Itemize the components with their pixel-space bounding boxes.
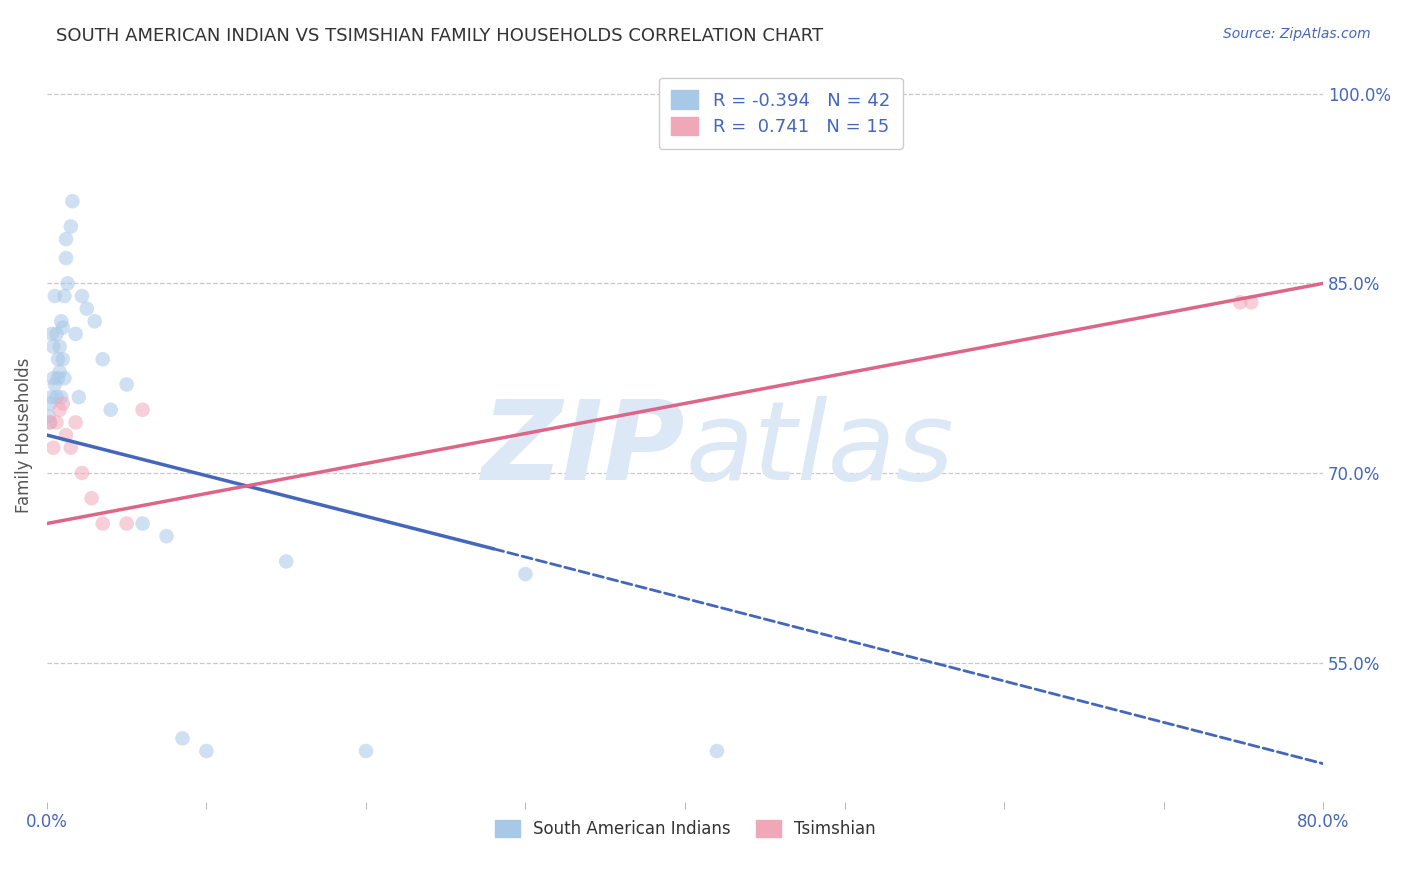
Point [41, 326, 63, 341]
Point [100, 402, 122, 417]
Text: SOUTH AMERICAN INDIAN VS TSIMSHIAN FAMILY HOUSEHOLDS CORRELATION CHART: SOUTH AMERICAN INDIAN VS TSIMSHIAN FAMIL… [56, 27, 824, 45]
Point [45, 416, 67, 430]
Point [91, 516, 114, 531]
Point [195, 744, 218, 758]
Point [44, 377, 66, 392]
Point [51, 314, 73, 328]
Point [131, 516, 153, 531]
Point [55, 428, 77, 442]
Point [45, 326, 67, 341]
Point [62, 194, 84, 209]
Y-axis label: Family Households: Family Households [15, 358, 32, 513]
Point [39, 416, 62, 430]
Point [70, 289, 93, 303]
Point [1229, 295, 1251, 310]
Point [37, 409, 59, 423]
Point [52, 396, 75, 410]
Point [115, 516, 138, 531]
Point [515, 567, 537, 582]
Point [83, 314, 105, 328]
Point [155, 529, 177, 543]
Point [276, 554, 298, 568]
Text: atlas: atlas [685, 396, 953, 503]
Point [59, 219, 82, 234]
Point [131, 402, 153, 417]
Point [53, 371, 76, 385]
Point [51, 390, 73, 404]
Point [55, 251, 77, 265]
Point [52, 352, 75, 367]
Point [65, 326, 87, 341]
Point [48, 365, 70, 379]
Point [70, 466, 93, 480]
Point [39, 416, 62, 430]
Point [59, 441, 82, 455]
Point [52, 320, 75, 334]
Point [354, 744, 377, 758]
Point [80, 491, 103, 506]
Point [39, 396, 62, 410]
Point [53, 289, 76, 303]
Point [706, 744, 728, 758]
Text: Source: ZipAtlas.com: Source: ZipAtlas.com [1223, 27, 1371, 41]
Point [46, 352, 69, 367]
Point [1240, 295, 1263, 310]
Point [42, 340, 65, 354]
Point [65, 416, 87, 430]
Point [67, 390, 90, 404]
Point [56, 277, 79, 291]
Point [42, 441, 65, 455]
Point [115, 377, 138, 392]
Point [48, 402, 70, 417]
Point [44, 289, 66, 303]
Point [46, 371, 69, 385]
Point [91, 352, 114, 367]
Text: ZIP: ZIP [481, 396, 685, 503]
Point [42, 371, 65, 385]
Point [41, 390, 63, 404]
Point [172, 731, 194, 746]
Point [45, 390, 67, 404]
Point [55, 232, 77, 246]
Point [76, 301, 98, 316]
Legend: South American Indians, Tsimshian: South American Indians, Tsimshian [488, 813, 882, 845]
Point [48, 340, 70, 354]
